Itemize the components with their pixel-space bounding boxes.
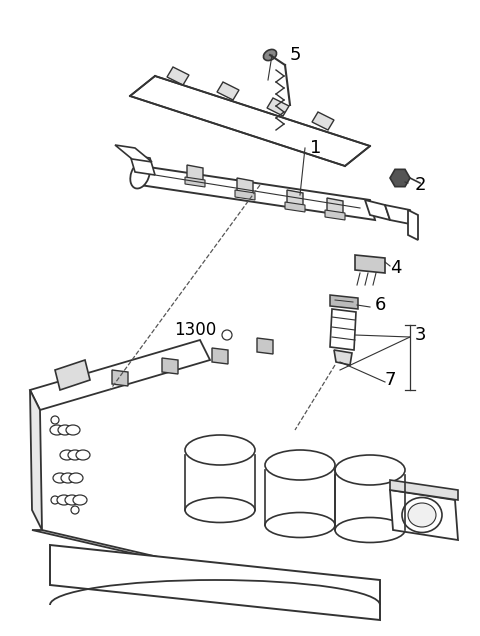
Polygon shape <box>112 370 128 386</box>
Polygon shape <box>217 82 239 100</box>
Polygon shape <box>408 210 418 240</box>
Polygon shape <box>237 178 253 196</box>
Ellipse shape <box>185 435 255 465</box>
Polygon shape <box>287 190 303 208</box>
Polygon shape <box>235 190 255 200</box>
Text: 1300: 1300 <box>174 321 216 339</box>
Polygon shape <box>334 350 352 365</box>
Polygon shape <box>257 338 273 354</box>
Ellipse shape <box>65 495 79 505</box>
Ellipse shape <box>61 473 75 483</box>
Polygon shape <box>330 295 358 309</box>
Ellipse shape <box>264 50 276 60</box>
Polygon shape <box>365 200 390 220</box>
Polygon shape <box>55 360 90 390</box>
Ellipse shape <box>265 513 335 537</box>
Ellipse shape <box>51 496 59 504</box>
Polygon shape <box>385 205 415 225</box>
Ellipse shape <box>66 425 80 435</box>
Ellipse shape <box>265 450 335 480</box>
Polygon shape <box>390 490 458 540</box>
Ellipse shape <box>51 416 59 424</box>
Ellipse shape <box>130 162 150 188</box>
Ellipse shape <box>408 503 436 527</box>
Ellipse shape <box>402 497 442 532</box>
Polygon shape <box>50 545 380 620</box>
Polygon shape <box>130 76 370 166</box>
Polygon shape <box>390 480 458 500</box>
Ellipse shape <box>73 495 87 505</box>
Polygon shape <box>327 198 343 216</box>
Polygon shape <box>325 210 345 220</box>
Polygon shape <box>187 165 203 183</box>
Ellipse shape <box>185 497 255 523</box>
Ellipse shape <box>58 425 72 435</box>
Ellipse shape <box>53 473 67 483</box>
Polygon shape <box>162 358 178 374</box>
Ellipse shape <box>335 455 405 485</box>
Text: 3: 3 <box>415 326 427 344</box>
Polygon shape <box>130 155 155 175</box>
Ellipse shape <box>60 450 74 460</box>
Polygon shape <box>185 177 205 187</box>
Text: 5: 5 <box>290 46 301 64</box>
Ellipse shape <box>57 495 71 505</box>
Ellipse shape <box>71 506 79 514</box>
Polygon shape <box>30 340 210 410</box>
Ellipse shape <box>50 425 64 435</box>
Polygon shape <box>135 165 375 220</box>
Ellipse shape <box>335 518 405 543</box>
Ellipse shape <box>69 473 83 483</box>
Polygon shape <box>267 98 289 116</box>
Polygon shape <box>167 67 189 85</box>
Text: 1: 1 <box>310 139 322 157</box>
Text: 2: 2 <box>415 176 427 194</box>
Polygon shape <box>285 202 305 212</box>
Ellipse shape <box>76 450 90 460</box>
Polygon shape <box>312 112 334 130</box>
Polygon shape <box>115 145 152 162</box>
Polygon shape <box>355 255 385 273</box>
Polygon shape <box>390 169 410 186</box>
Ellipse shape <box>68 450 82 460</box>
Text: 7: 7 <box>385 371 396 389</box>
Polygon shape <box>330 309 356 350</box>
Polygon shape <box>212 348 228 364</box>
Polygon shape <box>30 390 42 530</box>
Polygon shape <box>32 530 300 590</box>
Text: 6: 6 <box>375 296 386 314</box>
Text: 4: 4 <box>390 259 401 277</box>
